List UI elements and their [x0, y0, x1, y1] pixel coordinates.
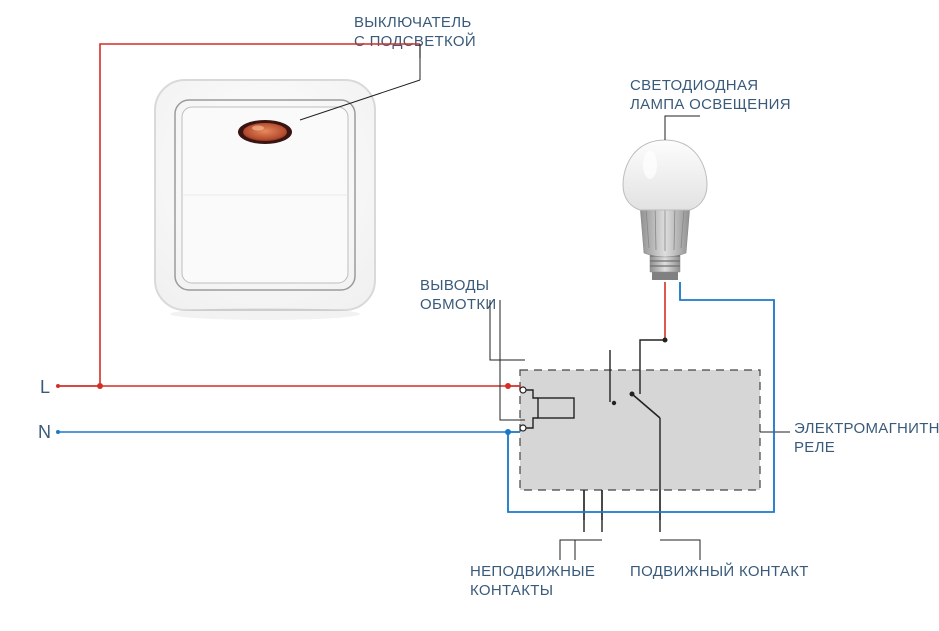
label-coil-outputs: ВЫВОДЫ ОБМОТКИ: [420, 277, 496, 315]
label-switch-title: ВЫКЛЮЧАТЕЛЬ С ПОДСВЕТКОЙ: [354, 14, 476, 52]
relay-bottom-stubs: [584, 490, 660, 532]
terminal-N: N: [38, 422, 51, 443]
illuminated-switch: [155, 80, 375, 320]
wire-live: [58, 44, 665, 386]
label-moving-contact: ПОДВИЖНЫЙ КОНТАКТ: [630, 563, 809, 582]
diagram-canvas: [0, 0, 939, 631]
wire-internal: [610, 340, 665, 370]
label-lamp-title: СВЕТОДИОДНАЯ ЛАМПА ОСВЕЩЕНИЯ: [630, 77, 791, 115]
label-em-relay: ЭЛЕКТРОМАГНИТНОЕ РЕЛЕ: [794, 420, 939, 458]
wire-neutral: [58, 282, 774, 512]
pin-A2: A2: [530, 422, 546, 437]
led-bulb: [623, 140, 707, 280]
wire-neutral-clean: [508, 282, 774, 512]
leaders: [300, 54, 790, 560]
pin-A1: A1: [530, 377, 546, 392]
terminal-L: L: [40, 377, 50, 398]
relay: [520, 370, 760, 520]
label-fixed-contacts: НЕПОДВИЖНЫЕ КОНТАКТЫ: [470, 563, 595, 601]
